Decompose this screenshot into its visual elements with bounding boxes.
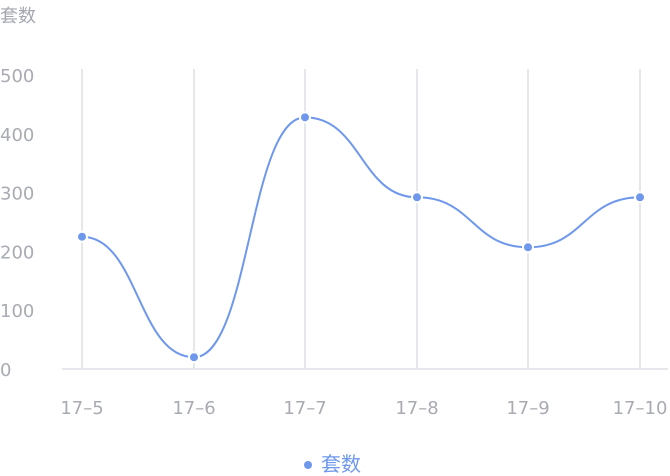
x-tick-label: 17–7 [283, 398, 326, 419]
y-axis-ticks: 0 100 200 300 400 500 [0, 66, 34, 381]
x-tick-label: 17–10 [613, 398, 668, 419]
x-axis-ticks: 17–5 17–6 17–7 17–8 17–9 17–10 [60, 398, 667, 419]
data-point[interactable] [76, 230, 88, 243]
data-point[interactable] [299, 111, 311, 124]
x-tick-label: 17–9 [506, 398, 549, 419]
y-axis-unit-label: 套数 [0, 6, 36, 27]
series-line [81, 116, 641, 359]
data-point[interactable] [522, 241, 534, 254]
x-tick-label: 17–8 [395, 398, 438, 419]
data-points [76, 111, 646, 364]
y-tick-label: 0 [0, 360, 11, 381]
legend[interactable]: 套数 [304, 452, 361, 476]
data-point[interactable] [634, 191, 646, 204]
y-tick-label: 500 [0, 66, 34, 87]
x-tick-label: 17–5 [60, 398, 103, 419]
y-tick-label: 100 [0, 301, 34, 322]
grid-layer [81, 69, 641, 369]
data-point[interactable] [411, 191, 423, 204]
y-tick-label: 200 [0, 242, 34, 263]
y-tick-label: 300 [0, 184, 34, 205]
x-tick-label: 17–6 [172, 398, 215, 419]
y-tick-label: 400 [0, 125, 34, 146]
legend-marker [304, 461, 312, 469]
legend-label: 套数 [321, 452, 361, 476]
data-point[interactable] [188, 351, 200, 364]
